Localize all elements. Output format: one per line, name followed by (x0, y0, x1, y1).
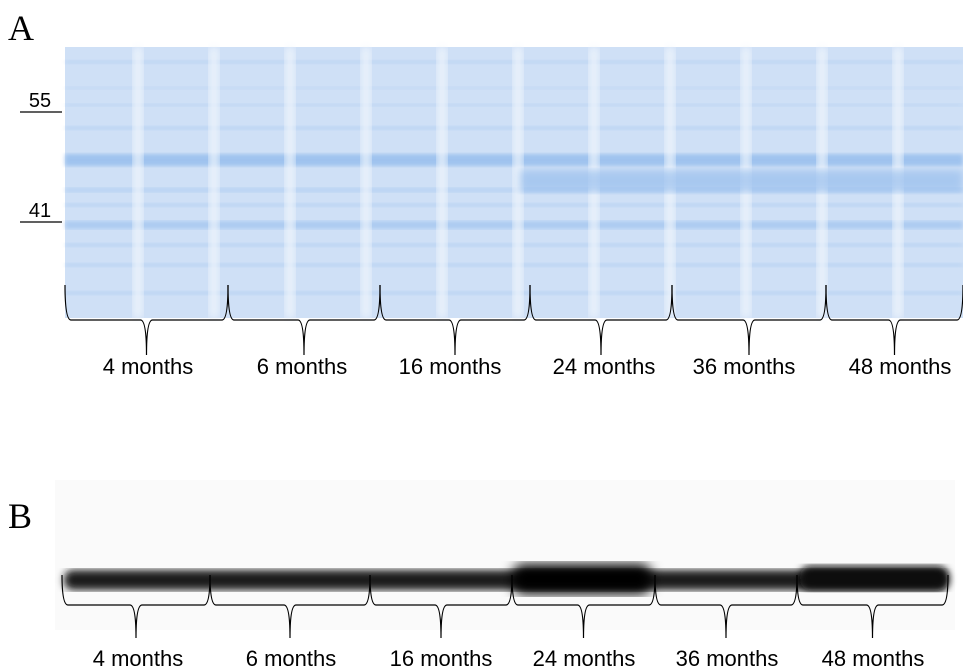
lane-gap (285, 47, 295, 318)
marker-label: 55 (29, 90, 51, 112)
group-label: 48 months (822, 646, 925, 670)
panel-label: B (8, 496, 32, 536)
gel-band (520, 170, 963, 192)
group-label: 6 months (257, 354, 348, 379)
lane-gap (437, 47, 447, 318)
gel-a (65, 47, 963, 318)
gel-band (512, 564, 652, 594)
group-label: 16 months (399, 354, 502, 379)
gel-b (55, 480, 955, 630)
group-label: 36 months (693, 354, 796, 379)
group-label: 4 months (103, 354, 194, 379)
marker-label: 41 (29, 200, 51, 222)
panel-label: A (8, 8, 34, 48)
lane-gap (209, 47, 219, 318)
lane-gap (361, 47, 371, 318)
figure: A 55 41 B 4 months 6 months 16 months 24 mo… (0, 0, 963, 670)
group-label: 48 months (849, 354, 952, 379)
gel-band (800, 566, 948, 590)
group-label: 36 months (676, 646, 779, 670)
lane-gap (133, 47, 143, 318)
group-label: 16 months (390, 646, 493, 670)
group-label: 4 months (93, 646, 184, 670)
group-label: 24 months (553, 354, 656, 379)
group-label: 6 months (246, 646, 337, 670)
group-label: 24 months (533, 646, 636, 670)
